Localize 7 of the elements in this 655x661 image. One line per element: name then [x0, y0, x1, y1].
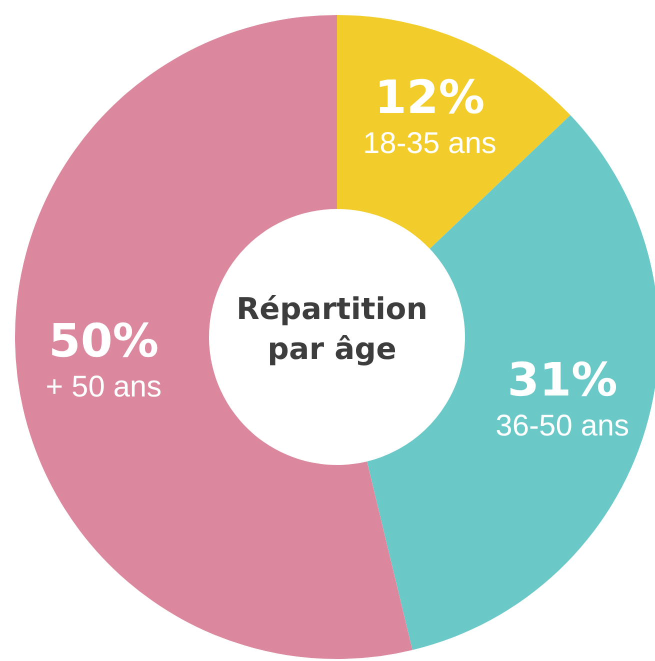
- data-label: 12%: [374, 70, 485, 124]
- text: Répartition par âge: [235, 291, 429, 369]
- slice-label: 18-35 ans: [362, 127, 496, 160]
- data-label: 50%: [48, 314, 159, 368]
- slice-label: 36-50 ans: [496, 410, 630, 443]
- data-label: 31%: [507, 352, 618, 407]
- slice-label: + 50 ans: [46, 370, 162, 404]
